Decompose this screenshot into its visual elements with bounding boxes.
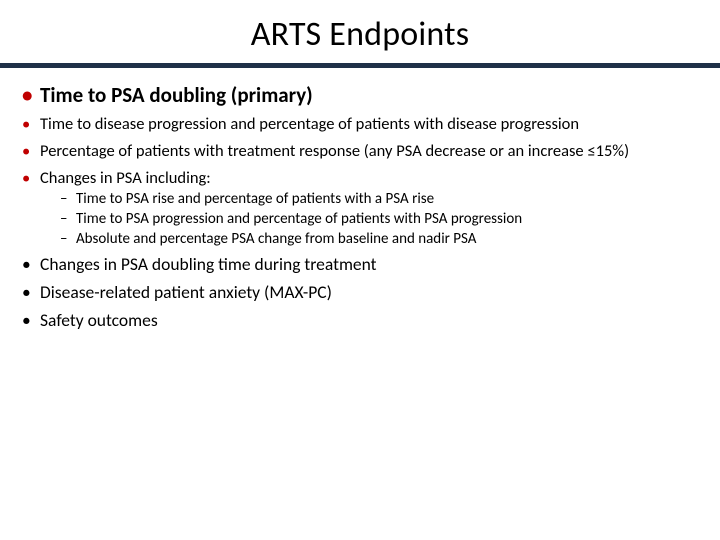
slide: ARTS Endpoints Time to PSA doubling (pri… xyxy=(0,0,720,540)
bullet-item: Percentage of patients with treatment re… xyxy=(22,141,698,162)
slide-title: ARTS Endpoints xyxy=(0,0,720,63)
sub-bullet-item: Time to PSA progression and percentage o… xyxy=(60,210,698,229)
content-area: Time to PSA doubling (primary) Time to d… xyxy=(0,68,720,332)
bullet-item: Safety outcomes xyxy=(22,310,698,332)
bullet-item: Changes in PSA including: Time to PSA ri… xyxy=(22,168,698,249)
bullet-text: Changes in PSA including: xyxy=(40,168,211,188)
bullet-list: Time to PSA doubling (primary) Time to d… xyxy=(22,82,698,332)
sub-bullet-item: Time to PSA rise and percentage of patie… xyxy=(60,190,698,209)
bullet-item: Time to disease progression and percenta… xyxy=(22,114,698,135)
bullet-item: Disease-related patient anxiety (MAX-PC) xyxy=(22,282,698,304)
sub-bullet-item: Absolute and percentage PSA change from … xyxy=(60,230,698,249)
bullet-item: Changes in PSA doubling time during trea… xyxy=(22,254,698,276)
bullet-primary: Time to PSA doubling (primary) xyxy=(22,82,698,108)
sub-bullet-list: Time to PSA rise and percentage of patie… xyxy=(40,190,698,248)
